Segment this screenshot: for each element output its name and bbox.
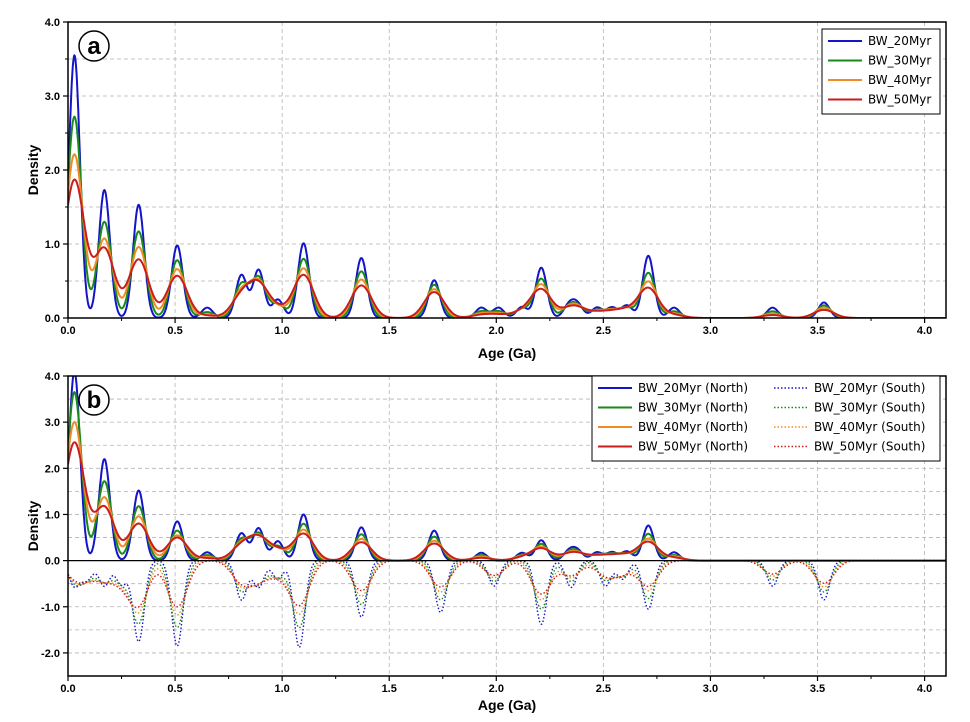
legend-label: BW_30Myr	[868, 54, 931, 68]
legend-label: BW_40Myr	[868, 73, 931, 87]
x-tick-label: 2.0	[489, 683, 504, 695]
x-tick-label: 3.0	[703, 683, 718, 695]
legend-box	[591, 375, 941, 462]
x-tick-label: 0.5	[167, 683, 182, 695]
x-tick-label: 1.0	[274, 325, 289, 337]
series-line-bw_40myr-south	[68, 559, 946, 616]
plot-frame	[67, 375, 947, 677]
x-tick-label: 2.5	[596, 683, 611, 695]
y-tick-label: 1.0	[45, 239, 60, 251]
legend-label: BW_20Myr	[868, 34, 931, 48]
legend-label: BW_50Myr (South)	[814, 440, 925, 454]
legend-label: BW_40Myr (North)	[638, 420, 748, 434]
x-tick-label: 3.5	[810, 683, 825, 695]
y-tick-label: 2.0	[45, 463, 60, 475]
series-layer	[68, 54, 946, 318]
y-axis-label: Density	[25, 145, 41, 196]
x-tick-label: 0.0	[60, 325, 75, 337]
x-tick-label: 3.5	[810, 325, 825, 337]
y-tick-label: 1.0	[45, 509, 60, 521]
y-tick-label: 3.0	[45, 417, 60, 429]
panel-tag-circle	[78, 30, 110, 62]
panel-tag-label: a	[87, 33, 101, 60]
x-tick-label: 3.0	[703, 325, 718, 337]
legend-label: BW_20Myr (South)	[814, 381, 925, 395]
x-axis-label: Age (Ga)	[478, 697, 536, 713]
y-tick-label: 0.0	[45, 313, 60, 325]
series-line-bw_50myr	[68, 178, 946, 318]
legend-label: BW_30Myr (North)	[638, 401, 748, 415]
x-tick-label: 0.5	[167, 325, 182, 337]
y-tick-label: -2.0	[41, 648, 60, 660]
y-tick-label: 3.0	[45, 91, 60, 103]
x-tick-label: 4.0	[917, 325, 932, 337]
panel-b: 0.0 0.5 1.0 1.5 2.0 2.5 3.0 3.5 4.0 -2.0 -1.0 0.0 1.…	[25, 371, 947, 713]
y-tick-label: 2.0	[45, 165, 60, 177]
x-tick-label: 2.5	[596, 325, 611, 337]
x-tick-label: 1.0	[274, 683, 289, 695]
y-tick-label: 4.0	[45, 17, 60, 29]
x-tick-label: 0.0	[60, 683, 75, 695]
panel-tag-label: b	[87, 387, 102, 414]
x-tick-label: 4.0	[917, 683, 932, 695]
y-tick-label: 4.0	[45, 371, 60, 383]
legend-label: BW_40Myr (South)	[814, 420, 925, 434]
panel-a: 0.0 0.5 1.0 1.5 2.0 2.5 3.0 3.5 4.0 0.0 1.0 2.0 3.0 4…	[25, 17, 947, 361]
x-tick-label: 1.5	[382, 683, 397, 695]
legend-label: BW_50Myr (North)	[638, 440, 748, 454]
y-tick-label: -1.0	[41, 602, 60, 614]
series-line-bw_40myr	[68, 153, 946, 318]
series-line-bw_30myr	[68, 115, 946, 318]
plot-frame	[67, 21, 947, 319]
y-tick-label: 0.0	[45, 556, 60, 568]
x-tick-label: 2.0	[489, 325, 504, 337]
x-tick-label: 1.5	[382, 325, 397, 337]
x-axis-label: Age (Ga)	[478, 345, 536, 361]
legend-label: BW_20Myr (North)	[638, 381, 748, 395]
series-line-bw_20myr	[68, 54, 946, 318]
legend-label: BW_50Myr	[868, 93, 931, 107]
panel-tag-circle	[78, 384, 110, 416]
legend-label: BW_30Myr (South)	[814, 401, 925, 415]
y-axis-label: Density	[25, 501, 41, 552]
